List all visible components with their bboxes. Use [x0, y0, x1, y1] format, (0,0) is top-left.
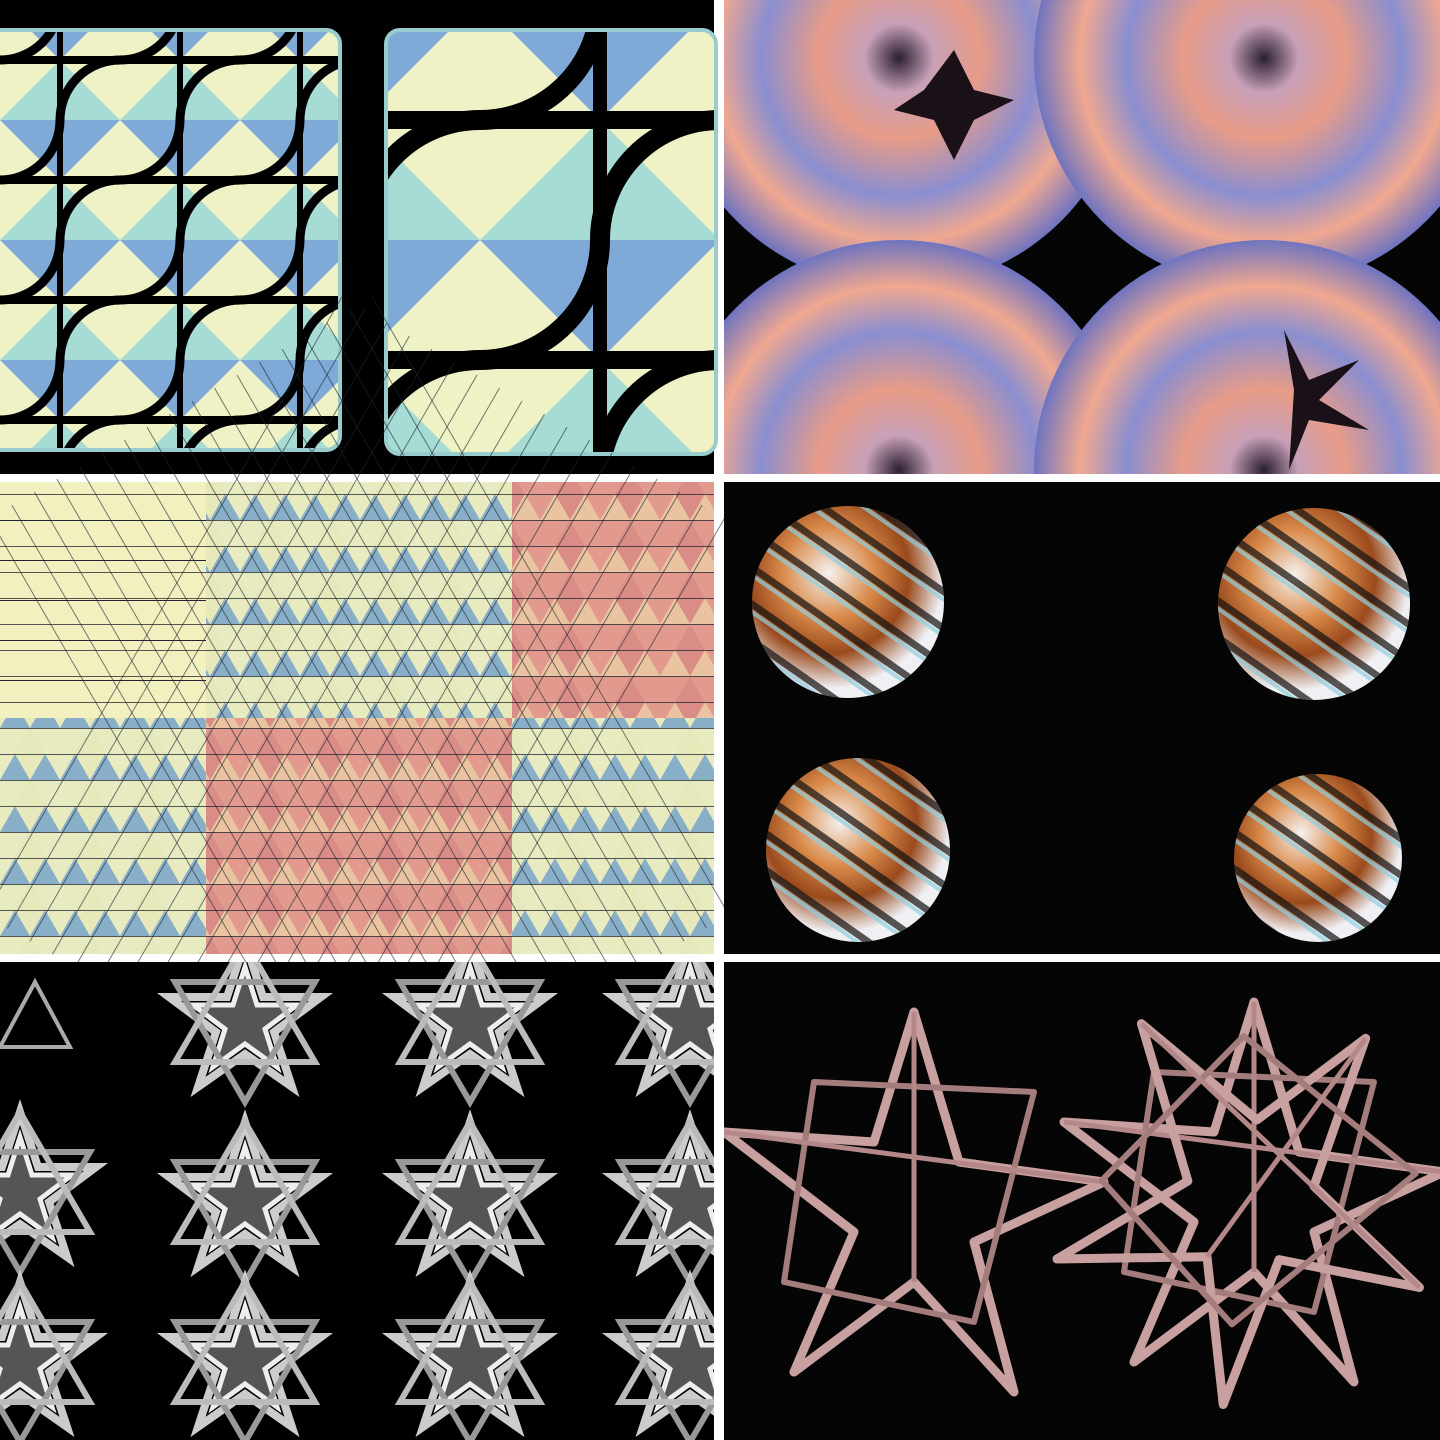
discs	[724, 0, 1440, 474]
panel-grey-polyhedra	[0, 942, 766, 1440]
panel-pink-stars	[724, 962, 1440, 1440]
panel-hyperbolic-squares	[0, 0, 718, 474]
sphere	[752, 506, 944, 698]
panel-poincare-discs	[724, 0, 1440, 474]
shadow-motif	[894, 50, 1014, 160]
sphere	[1234, 774, 1402, 942]
shadow-motif	[1284, 330, 1369, 470]
disc	[724, 240, 1129, 474]
sphere	[1218, 508, 1410, 700]
disc	[724, 0, 1129, 288]
tetrahedron	[0, 977, 74, 1049]
sphere	[766, 758, 950, 942]
panel-bg	[0, 962, 714, 1440]
lattice-lines	[0, 290, 740, 1146]
disc	[1034, 0, 1440, 288]
stars	[0, 942, 766, 1440]
panel-euclidean-tilings	[0, 290, 740, 1146]
panel-spheres	[724, 482, 1440, 954]
panel-bg	[724, 962, 1440, 1440]
